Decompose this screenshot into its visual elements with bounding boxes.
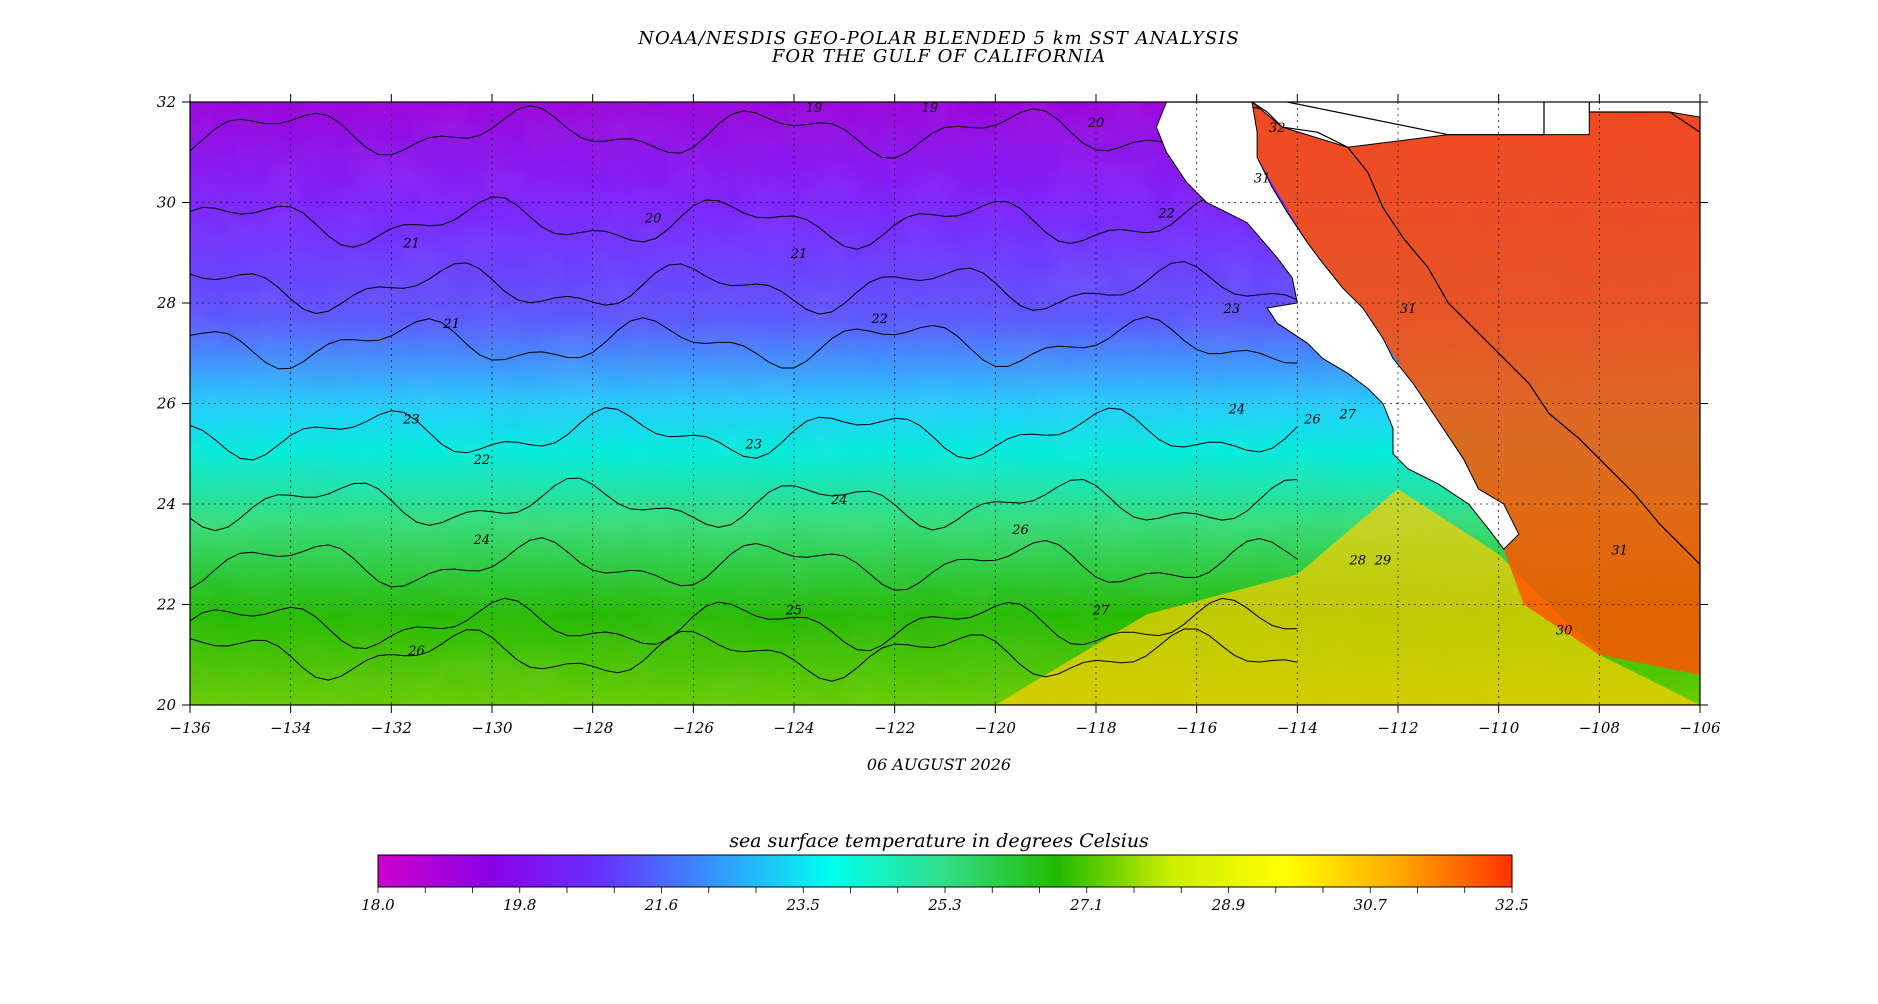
isotherm-27 xyxy=(190,628,1298,682)
warm-water-region xyxy=(995,488,1700,705)
map-title-line2: FOR THE GULF OF CALIFORNIA xyxy=(771,46,1107,67)
isotherm-label: 26 xyxy=(407,644,425,659)
isotherm-22 xyxy=(190,316,1298,370)
lon-label: −130 xyxy=(471,719,513,737)
colorbar-label: 19.8 xyxy=(503,896,536,914)
mainland-coastline xyxy=(1251,102,1700,565)
isotherm-19 xyxy=(190,105,1298,159)
isotherm-label: 23 xyxy=(744,438,762,453)
isotherm-label: 22 xyxy=(870,312,888,327)
isotherm-label: 20 xyxy=(1087,116,1105,131)
colorbar-title: sea surface temperature in degrees Celsi… xyxy=(729,830,1149,852)
colorbar-ticks xyxy=(377,887,1513,893)
lat-label: 22 xyxy=(156,596,176,614)
analysis-date: 06 AUGUST 2026 xyxy=(866,755,1012,774)
state-line-0 xyxy=(1287,102,1545,136)
political-boundaries xyxy=(1166,102,1700,565)
colorbar-label: 23.5 xyxy=(786,896,820,914)
isotherm-label: 26 xyxy=(1303,413,1321,428)
isotherm-label: 32 xyxy=(1269,121,1286,136)
isotherm-21 xyxy=(190,261,1298,315)
isotherm-label: 24 xyxy=(473,533,491,548)
isotherm-label: 24 xyxy=(830,493,848,508)
isotherm-26 xyxy=(190,597,1298,652)
isotherm-labels: 19 19 20 20 21 21 21 22 22 22 23 23 23 24 24 24 25 26 26 26… xyxy=(402,101,1628,659)
latitude-tick-labels: 20 22 24 26 28 30 32 xyxy=(156,93,177,714)
lat-label: 26 xyxy=(156,395,177,413)
isotherm-label: 21 xyxy=(790,247,808,262)
lon-label: −136 xyxy=(169,719,211,737)
lon-label: −116 xyxy=(1176,719,1218,737)
map-title-line1: NOAA/NESDIS GEO-POLAR BLENDED 5 km SST A… xyxy=(638,28,1240,49)
isotherm-lines xyxy=(190,105,1298,682)
isotherm-label: 29 xyxy=(1374,553,1392,568)
lat-label: 30 xyxy=(157,194,177,212)
colorbar-label: 32.5 xyxy=(1495,896,1528,914)
colorbar-label: 28.9 xyxy=(1211,896,1246,914)
isotherm-label: 31 xyxy=(1254,171,1271,186)
lat-label: 32 xyxy=(157,93,176,111)
isotherm-label: 27 xyxy=(1338,408,1356,423)
lon-label: −106 xyxy=(1679,719,1721,737)
lon-label: −110 xyxy=(1478,719,1520,737)
lon-label: −120 xyxy=(975,719,1017,737)
colorbar-label: 30.7 xyxy=(1354,896,1388,914)
lon-label: −112 xyxy=(1377,719,1418,737)
isotherm-label: 31 xyxy=(1400,302,1417,317)
lat-label: 28 xyxy=(156,294,176,312)
lon-label: −124 xyxy=(773,719,814,737)
isotherm-label: 27 xyxy=(1092,604,1110,619)
lat-label: 20 xyxy=(156,696,177,714)
colorbar-label: 18.0 xyxy=(361,896,395,914)
isotherm-label: 20 xyxy=(644,212,662,227)
isotherm-24 xyxy=(190,477,1298,532)
land-mainland-north xyxy=(1251,102,1700,148)
isotherm-label: 19 xyxy=(806,101,823,116)
lon-label: −118 xyxy=(1075,719,1116,737)
lon-label: −114 xyxy=(1277,719,1318,737)
colorbar-label: 27.1 xyxy=(1069,896,1103,914)
isotherm-label: 28 xyxy=(1348,553,1366,568)
sst-map: −136 −134 −132 −130 −128 −126 −124 −122 −120 −118… xyxy=(156,93,1721,737)
lon-label: −134 xyxy=(270,719,311,737)
lat-lon-grid xyxy=(190,102,1700,705)
lat-label: 24 xyxy=(156,495,176,513)
axis-ticks xyxy=(182,94,1708,713)
colorbar-tick-labels: 18.0 19.8 21.6 23.5 25.3 27.1 28.9 30.7 32.5 xyxy=(361,896,1528,914)
isotherm-label: 19 xyxy=(922,101,939,116)
isotherm-25 xyxy=(190,537,1298,591)
isotherm-label: 26 xyxy=(1011,523,1029,538)
isotherm-label: 23 xyxy=(1223,302,1241,317)
lon-label: −108 xyxy=(1579,719,1620,737)
isotherm-label: 23 xyxy=(402,413,420,428)
isotherm-label: 22 xyxy=(1157,207,1175,222)
lon-label: −126 xyxy=(673,719,715,737)
lon-label: −122 xyxy=(874,719,915,737)
isotherm-label: 21 xyxy=(442,317,460,332)
isotherm-label: 22 xyxy=(473,453,491,468)
colorbar-label: 21.6 xyxy=(644,896,679,914)
state-line-1 xyxy=(1588,102,1700,133)
isotherm-label: 30 xyxy=(1556,624,1573,639)
isotherm-label: 25 xyxy=(785,604,803,619)
lon-label: −132 xyxy=(371,719,412,737)
isotherm-label: 21 xyxy=(402,237,420,252)
isotherm-20 xyxy=(190,196,1298,250)
isotherm-label: 31 xyxy=(1611,543,1628,558)
longitude-tick-labels: −136 −134 −132 −130 −128 −126 −124 −122 −120 −118… xyxy=(169,719,1721,737)
lon-label: −128 xyxy=(572,719,613,737)
colorbar-ramp xyxy=(377,854,1513,888)
hot-water-region xyxy=(1252,102,1700,675)
isotherm-label: 24 xyxy=(1228,403,1246,418)
isotherm-23 xyxy=(190,407,1298,461)
colorbar-label: 25.3 xyxy=(927,896,961,914)
